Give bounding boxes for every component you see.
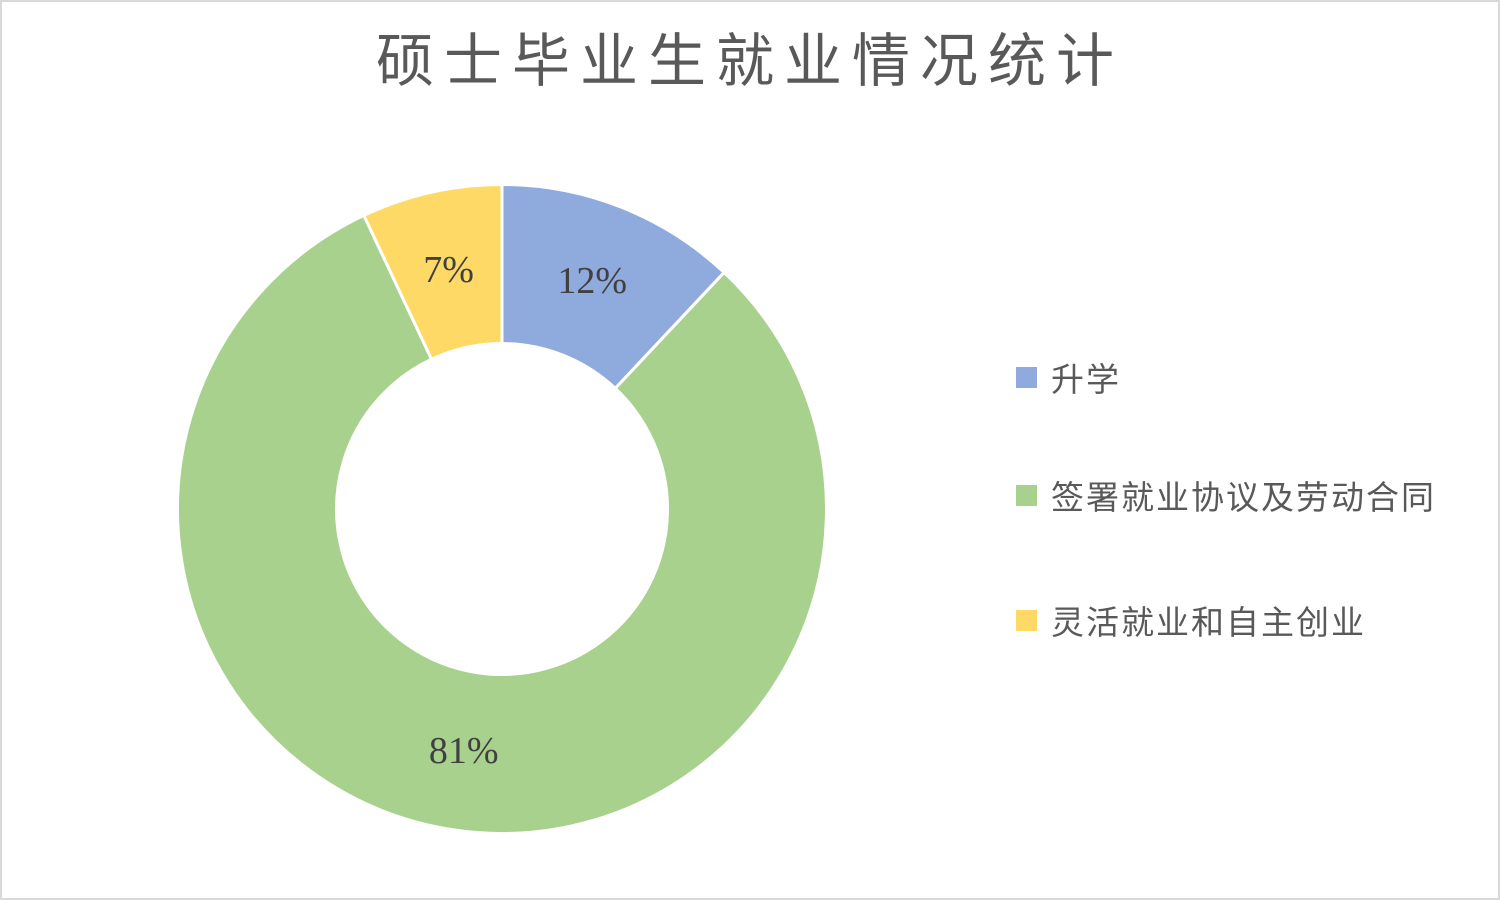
slice-label-1: 81%	[429, 730, 499, 772]
legend-swatch-icon	[1016, 366, 1037, 388]
donut-slice-1[interactable]	[176, 213, 828, 835]
donut-slice-0[interactable]	[500, 183, 727, 391]
legend-item-flexible-employment[interactable]: 灵活就业和自主创业	[1016, 598, 1366, 642]
legend-swatch-icon	[1016, 484, 1037, 506]
donut-chart: 12% 81% 7%	[176, 183, 828, 835]
legend-label: 升学	[1051, 363, 1121, 399]
legend-label: 灵活就业和自主创业	[1051, 606, 1366, 642]
legend-item-further-study[interactable]: 升学	[1016, 355, 1121, 399]
donut-slice-2[interactable]	[361, 183, 504, 362]
slice-label-2: 7%	[423, 249, 474, 291]
slice-label-0: 12%	[557, 260, 627, 302]
legend-item-employment-contract[interactable]: 签署就业协议及劳动合同	[1016, 473, 1436, 517]
legend-swatch-icon	[1016, 609, 1037, 631]
chart-title: 硕士毕业生就业情况统计	[375, 29, 1124, 94]
legend-label: 签署就业协议及劳动合同	[1051, 481, 1436, 517]
